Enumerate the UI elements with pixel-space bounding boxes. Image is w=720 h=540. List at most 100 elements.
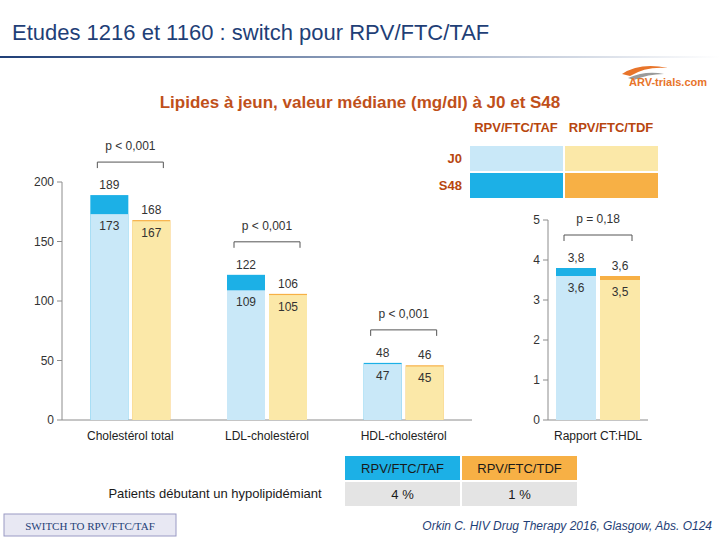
badge: SWITCH TO RPV/FTC/TAF [25,520,155,532]
x-tick-label: Cholestérol total [87,429,174,443]
logo: ARV-trials.com [629,76,707,88]
table-value: 4 % [391,487,414,502]
y-tick-label: 1 [533,373,540,387]
p-value: p < 0,001 [378,307,429,321]
slide: Etudes 1216 et 1160 : switch pour RPV/FT… [0,0,720,540]
data-label: 3,8 [568,251,585,265]
x-tick-label: Rapport CT:HDL [554,429,642,443]
badge-box [4,514,176,536]
legend-swatch [565,173,658,198]
y-tick-label: 150 [34,235,54,249]
bar [90,214,128,420]
y-axis [548,220,549,420]
data-label: 46 [418,348,432,362]
bar [269,294,307,420]
y-tick [57,241,62,242]
table: RPV/FTC/TAF RPV/FTC/TDF Patients débutant … [108,456,577,506]
subtitle: Lipides à jeun, valeur médiane (mg/dl) à… [160,93,561,112]
data-label: 48 [376,346,390,360]
legend-label: S48 [439,178,462,193]
y-tick-label: 4 [533,253,540,267]
labels: 3,8 3,6 3,6 3,5 p = 0,18 [564,212,632,299]
y-tick-label: 5 [533,213,540,227]
data-label: 189 [99,178,119,192]
y-tick [543,380,548,381]
data-label: 173 [99,219,119,233]
legend-label: RPV/FTC/TDF [569,120,654,135]
bar [600,280,640,420]
x-tick-label: HDL-cholestérol [361,429,447,443]
legend-swatch [470,173,563,198]
bar [406,366,444,420]
chart: 050100150200189173168167p < 0,0011221091… [34,139,472,443]
legend-label: RPV/FTC/TAF [474,120,558,135]
x-tick-label: LDL-cholestérol [225,429,309,443]
data-label: 3,6 [612,259,629,273]
table-header-cell [462,456,577,480]
table-header: RPV/FTC/TDF [477,461,562,476]
p-bracket [97,162,163,168]
bar [132,220,170,420]
p-bracket [564,235,632,241]
p-bracket [234,242,300,248]
y-tick-label: 100 [34,294,54,308]
y-tick [543,260,548,261]
bar [269,295,307,420]
bars [90,195,443,420]
p-value: p < 0,001 [242,219,293,233]
data-label: 167 [141,226,161,240]
title: Etudes 1216 et 1160 : switch pour RPV/FT… [12,20,489,45]
data-label: 45 [418,371,432,385]
y-tick-label: 2 [533,333,540,347]
bar [600,276,640,420]
p-bracket [371,330,437,336]
bar [132,221,170,420]
y-tick [57,360,62,361]
labels: 189 173 168 167 p < 0,001 122 109 106 105 p < 0,0… [97,139,436,385]
y-tick-label: 3 [533,293,540,307]
table-cell [345,482,460,506]
table-header-cell [345,456,460,480]
y-tick [543,300,548,301]
bar [227,290,265,420]
bars [556,268,640,420]
data-label: 122 [236,258,256,272]
bar [556,268,596,420]
bar [406,365,444,420]
y-tick [543,420,548,421]
title-rule [0,56,720,58]
bar [364,364,402,420]
reference: Orkin C. HIV Drug Therapy 2016, Glasgow,… [422,519,712,533]
table-header: RPV/FTC/TAF [361,461,444,476]
table-row-label: Patients débutant un hypolipidémiant [108,486,322,501]
data-label: 168 [141,203,161,217]
y-tick-label: 50 [41,354,55,368]
data-label: 3,5 [612,285,629,299]
y-tick [543,220,548,221]
data-label: 47 [376,369,390,383]
data-label: 109 [236,295,256,309]
chart: 0 1 2 3 4 5 3,8 3,6 3,6 3,5 p = 0,18 Rapport CT:HDL [533,212,648,443]
p-value: p = 0,18 [576,212,620,226]
p-value: p < 0,001 [105,139,156,153]
bar [556,276,596,420]
y-tick [57,182,62,183]
data-label: 105 [278,300,298,314]
data-label: 106 [278,277,298,291]
y-tick [57,301,62,302]
bar [227,275,265,420]
y-tick [543,340,548,341]
data-label: 3,6 [568,281,585,295]
bar [364,363,402,420]
bar [90,195,128,420]
legend-swatch [565,146,658,171]
legend-swatch [470,146,563,171]
legend: RPV/FTC/TAF RPV/FTC/TDF J0 S48 [439,120,658,198]
y-tick-label: 0 [533,413,540,427]
legend-label: J0 [448,151,462,166]
y-tick-label: 0 [47,413,54,427]
y-tick [57,420,62,421]
y-tick-label: 200 [34,175,54,189]
table-cell [462,482,577,506]
table-value: 1 % [508,487,531,502]
